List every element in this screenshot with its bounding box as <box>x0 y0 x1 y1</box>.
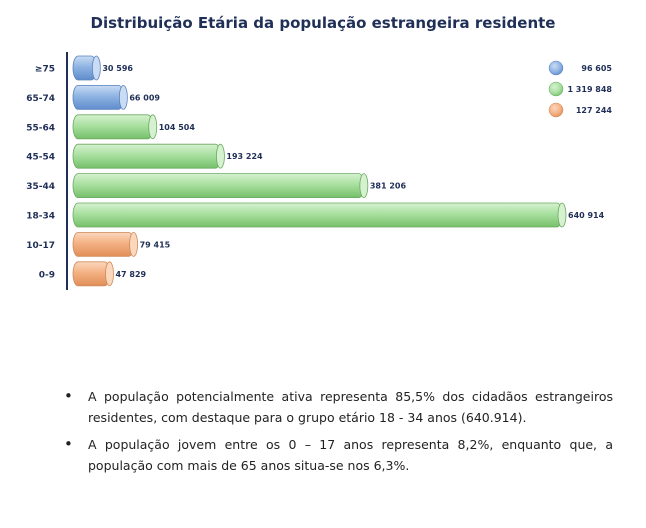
category-label: 35-44 <box>26 182 55 192</box>
value-label: 79 415 <box>140 240 171 249</box>
bar-end-cap <box>148 114 158 140</box>
bar-chart: ≥75 30 596 65-74 66 009 55-64 104 504 45-54 193… <box>26 52 613 290</box>
category-label: 10-17 <box>26 241 55 251</box>
legend-label: 96 605 <box>581 64 612 73</box>
value-label: 66 009 <box>129 93 160 102</box>
legend-label: 1 319 848 <box>567 85 612 94</box>
bar-end-cap <box>359 173 369 199</box>
legend-marker <box>548 60 564 76</box>
category-label: 18-34 <box>26 212 55 222</box>
category-label: 0-9 <box>39 270 55 280</box>
value-label: 193 224 <box>226 152 263 161</box>
bar <box>72 143 221 169</box>
bar <box>72 202 563 228</box>
legend-marker <box>548 102 564 118</box>
value-label: 30 596 <box>102 64 133 73</box>
category-label: 45-54 <box>26 153 55 163</box>
value-label: 381 206 <box>370 182 407 191</box>
bar <box>72 231 134 257</box>
bar <box>72 114 154 140</box>
legend-marker <box>548 81 564 97</box>
summary-bullets: A população potencialmente ativa represe… <box>58 386 613 482</box>
value-label: 640 914 <box>568 211 605 220</box>
bar <box>72 85 124 110</box>
legend-label: 127 244 <box>576 106 613 115</box>
bar-end-cap <box>91 55 101 81</box>
bar <box>72 173 365 199</box>
category-label: 65-74 <box>26 94 55 104</box>
bullet-active-population: A população potencialmente ativa represe… <box>58 386 613 428</box>
value-label: 104 504 <box>159 123 196 132</box>
bar-end-cap <box>118 85 128 110</box>
bar-end-cap <box>105 261 114 287</box>
category-label: ≥75 <box>35 65 55 75</box>
bar-end-cap <box>216 143 225 169</box>
bullet-young-and-elderly: A população jovem entre os 0 – 17 anos r… <box>58 434 613 476</box>
chart-title: Distribuição Etária da população estrang… <box>90 14 556 32</box>
bar-end-cap <box>129 231 138 257</box>
value-label: 47 829 <box>115 270 146 279</box>
bar-end-cap <box>557 202 567 228</box>
category-label: 55-64 <box>26 123 55 133</box>
bar <box>72 261 110 287</box>
